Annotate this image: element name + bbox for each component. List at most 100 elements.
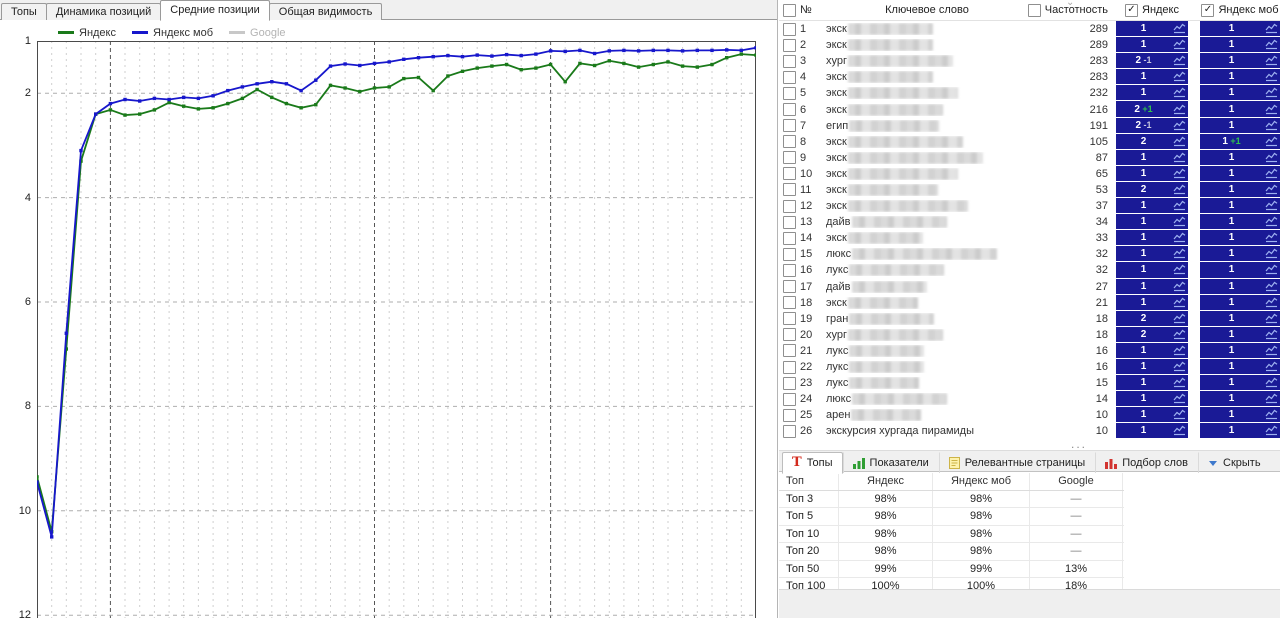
yandex-position-cell[interactable]: 2 -1 — [1116, 117, 1188, 134]
row-checkbox[interactable] — [783, 424, 796, 438]
position-history-icon[interactable] — [1171, 425, 1188, 436]
row-checkbox[interactable] — [783, 280, 796, 294]
position-history-icon[interactable] — [1171, 297, 1188, 308]
position-history-icon[interactable] — [1263, 264, 1280, 275]
row-checkbox[interactable] — [783, 54, 796, 68]
position-history-icon[interactable] — [1263, 425, 1280, 436]
row-checkbox[interactable] — [783, 312, 796, 326]
yandex-position-cell[interactable]: 2 -1 — [1116, 53, 1188, 70]
position-history-icon[interactable] — [1263, 297, 1280, 308]
row-checkbox[interactable] — [783, 183, 796, 197]
position-history-icon[interactable] — [1263, 87, 1280, 98]
position-history-icon[interactable] — [1263, 104, 1280, 115]
position-history-icon[interactable] — [1263, 329, 1280, 340]
yandex-position-cell[interactable]: 1 — [1116, 198, 1188, 215]
row-checkbox[interactable] — [783, 86, 796, 100]
position-history-icon[interactable] — [1263, 377, 1280, 388]
row-checkbox[interactable] — [783, 376, 796, 390]
table-row[interactable]: 12 экск 37 1 1 — [779, 198, 1280, 215]
yandex-mobile-position-cell[interactable]: 1 — [1200, 230, 1280, 247]
yandex-mobile-position-cell[interactable]: 1 — [1200, 358, 1280, 376]
position-history-icon[interactable] — [1263, 39, 1280, 50]
yandex-position-cell[interactable]: 2 +1 — [1116, 101, 1188, 118]
yandex-mobile-position-cell[interactable]: 1 — [1200, 101, 1280, 118]
position-history-icon[interactable] — [1171, 409, 1188, 420]
position-history-icon[interactable] — [1263, 136, 1280, 147]
yandex-mobile-position-cell[interactable]: 1 — [1200, 391, 1280, 408]
yandex-position-cell[interactable]: 1 — [1116, 375, 1188, 392]
position-history-icon[interactable] — [1171, 168, 1188, 179]
yandex-position-cell[interactable]: 2 — [1116, 310, 1188, 327]
legend-item[interactable]: Яндекс — [58, 27, 116, 39]
position-history-icon[interactable] — [1263, 232, 1280, 243]
row-checkbox[interactable] — [783, 167, 796, 181]
yandex-position-cell[interactable]: 1 — [1116, 37, 1188, 54]
yandex-mobile-position-cell[interactable]: 1 — [1200, 246, 1280, 263]
bottom-tab[interactable]: Показатели — [842, 452, 939, 473]
table-row[interactable]: 24 люкс 14 1 1 — [779, 391, 1280, 408]
yandex-mobile-position-cell[interactable]: 1 — [1200, 262, 1280, 279]
yandex-position-cell[interactable]: 1 — [1116, 69, 1188, 86]
table-row[interactable]: 19 гран 18 2 1 — [779, 310, 1280, 327]
legend-item[interactable]: Google — [229, 27, 286, 39]
row-checkbox[interactable] — [783, 135, 796, 149]
bottom-tab[interactable]: Скрыть — [1198, 452, 1271, 473]
yandex-mobile-position-cell[interactable]: 1 — [1200, 149, 1280, 166]
position-history-icon[interactable] — [1171, 23, 1188, 34]
row-checkbox[interactable] — [783, 231, 796, 245]
table-row[interactable]: 3 хург 283 2 -1 1 — [779, 53, 1280, 70]
table-row[interactable]: 8 экск 105 2 1 +1 — [779, 133, 1280, 150]
position-history-icon[interactable] — [1171, 393, 1188, 404]
chart-tab[interactable]: Топы — [1, 3, 47, 20]
yandex-position-cell[interactable]: 1 — [1116, 246, 1188, 263]
position-history-icon[interactable] — [1263, 393, 1280, 404]
num-column-header[interactable]: № — [800, 4, 812, 16]
yandex-position-cell[interactable]: 1 — [1116, 21, 1188, 38]
bottom-tab[interactable]: Подбор слов — [1095, 452, 1198, 473]
row-checkbox[interactable] — [783, 392, 796, 406]
position-history-icon[interactable] — [1171, 39, 1188, 50]
yandex-mobile-position-cell[interactable]: 1 — [1200, 342, 1280, 359]
row-checkbox[interactable] — [783, 344, 796, 358]
position-history-icon[interactable] — [1263, 248, 1280, 259]
position-history-icon[interactable] — [1171, 55, 1188, 66]
table-row[interactable]: 25 арен 10 1 1 — [779, 407, 1280, 424]
yandex-position-cell[interactable]: 1 — [1116, 278, 1188, 295]
position-history-icon[interactable] — [1171, 264, 1188, 275]
position-history-icon[interactable] — [1171, 248, 1188, 259]
yandex-mobile-position-cell[interactable]: 1 — [1200, 214, 1280, 231]
yandex-position-cell[interactable]: 1 — [1116, 262, 1188, 279]
row-checkbox[interactable] — [783, 296, 796, 310]
yandex-mobile-checkbox[interactable] — [1201, 3, 1215, 17]
position-history-icon[interactable] — [1263, 345, 1280, 356]
yandex-mobile-position-cell[interactable]: 1 — [1200, 69, 1280, 86]
position-history-icon[interactable] — [1263, 71, 1280, 82]
yandex-position-cell[interactable]: 1 — [1116, 423, 1188, 440]
yandex-position-cell[interactable]: 1 — [1116, 85, 1188, 102]
position-history-icon[interactable] — [1263, 120, 1280, 131]
select-all-checkbox[interactable] — [783, 3, 796, 17]
chart-tab[interactable]: Динамика позиций — [45, 3, 162, 20]
table-row[interactable]: 21 лукс 16 1 1 — [779, 342, 1280, 359]
yandex-mobile-position-cell[interactable]: 1 — [1200, 37, 1280, 54]
position-history-icon[interactable] — [1263, 281, 1280, 292]
yandex-mobile-position-cell[interactable]: 1 — [1200, 85, 1280, 102]
position-history-icon[interactable] — [1171, 136, 1188, 147]
frequency-column-header[interactable]: Частотность — [1027, 3, 1108, 17]
position-history-icon[interactable] — [1171, 329, 1188, 340]
yandex-mobile-position-cell[interactable]: 1 — [1200, 117, 1280, 134]
yandex-position-cell[interactable]: 1 — [1116, 358, 1188, 376]
table-row[interactable]: 1 экск 289 1 1 — [779, 21, 1280, 38]
yandex-mobile-position-cell[interactable]: 1 — [1200, 407, 1280, 424]
table-row[interactable]: 22 лукс 16 1 1 — [779, 358, 1280, 376]
yandex-mobile-position-cell[interactable]: 1 — [1200, 294, 1280, 311]
table-row[interactable]: 7 егип 191 2 -1 1 — [779, 117, 1280, 134]
table-row[interactable]: 10 экск 65 1 1 — [779, 165, 1280, 182]
yandex-mobile-position-cell[interactable]: 1 — [1200, 181, 1280, 199]
table-row[interactable]: 9 экск 87 1 1 — [779, 149, 1280, 166]
yandex-mobile-column-header[interactable]: Яндекс моб — [1200, 3, 1280, 17]
bottom-tab[interactable]: Релевантные страницы — [938, 452, 1095, 473]
table-row[interactable]: 13 дайв 34 1 1 — [779, 214, 1280, 231]
yandex-mobile-position-cell[interactable]: 1 — [1200, 21, 1280, 38]
table-row[interactable]: 20 хург 18 2 1 — [779, 326, 1280, 343]
